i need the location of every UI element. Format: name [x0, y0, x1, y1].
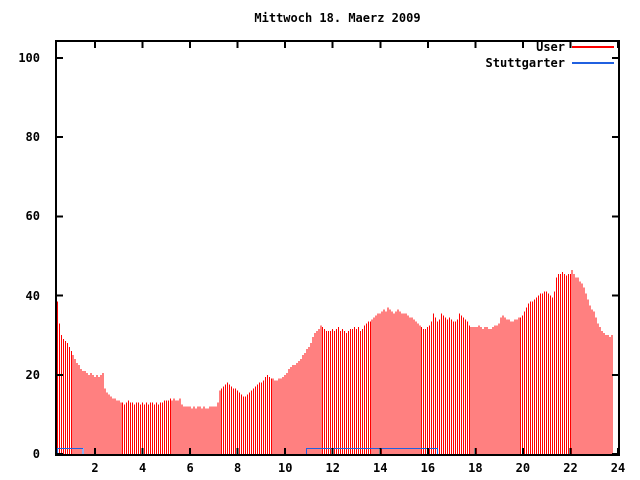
- y-axis-tick-label: 100: [18, 50, 40, 65]
- legend-label-stuttgarter: Stuttgarter: [485, 56, 565, 70]
- x-axis-tick-label: 12: [325, 461, 340, 475]
- x-axis-tick-label: 20: [515, 461, 531, 475]
- x-axis-tick-label: 24: [610, 461, 626, 475]
- plot-canvas: [57, 42, 618, 454]
- axis-ticks: [57, 42, 618, 454]
- y-axis-tick-label: 80: [25, 130, 40, 145]
- plot-area: User Stuttgarter: [55, 40, 620, 456]
- stuttgarter-line-series: [57, 448, 438, 454]
- legend-entry-stuttgarter: Stuttgarter: [486, 55, 614, 71]
- x-axis-tick-label: 16: [420, 461, 436, 475]
- x-axis-tick-label: 22: [563, 461, 578, 475]
- x-axis-tick-label: 18: [468, 461, 483, 475]
- legend-entry-user: User: [486, 39, 614, 55]
- y-axis-tick-label: 60: [25, 209, 40, 224]
- x-axis-tick-label: 10: [277, 461, 293, 475]
- x-axis-tick-label: 2: [91, 461, 99, 475]
- x-axis-tick-label: 4: [138, 461, 147, 475]
- user-impulses-series: [57, 269, 613, 454]
- legend-user-line-swatch: [572, 46, 614, 48]
- y-axis-tick-label: 20: [25, 367, 40, 382]
- x-axis-tick-label: 6: [186, 461, 194, 475]
- legend: User Stuttgarter: [486, 39, 614, 71]
- x-axis-tick-label: 8: [234, 461, 242, 475]
- x-axis-tick-label: 14: [373, 461, 388, 475]
- legend-label-user: User: [536, 40, 565, 54]
- legend-stuttgarter-line-swatch: [572, 62, 614, 64]
- y-axis-tick-label: 40: [25, 288, 40, 303]
- chart-title: Mittwoch 18. Maerz 2009: [254, 11, 421, 25]
- y-axis-tick-label: 0: [32, 447, 40, 461]
